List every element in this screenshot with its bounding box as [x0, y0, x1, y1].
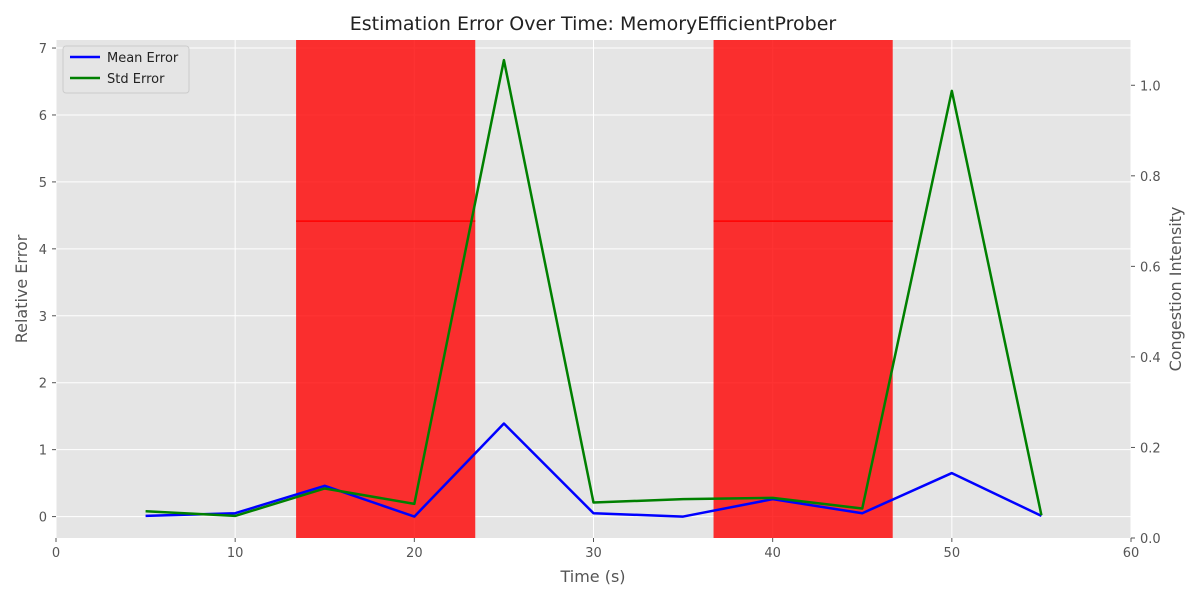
- x-axis-label: Time (s): [559, 567, 625, 586]
- x-tick-label: 40: [764, 546, 781, 561]
- x-tick-label: 50: [944, 546, 961, 561]
- legend: Mean Error Std Error: [62, 45, 190, 94]
- congestion-band: [296, 40, 476, 538]
- congestion-band: [713, 40, 893, 538]
- y2-tick-label: 1.0: [1140, 79, 1161, 94]
- y2-tick-label: 0.8: [1140, 170, 1161, 185]
- series-lines: [145, 58, 1043, 518]
- legend-label-mean-error: Mean Error: [107, 51, 179, 66]
- x-tick-label: 30: [585, 546, 602, 561]
- y-tick-label: 3: [39, 310, 47, 325]
- congestion-bands: [296, 40, 893, 538]
- y-tick-label: 7: [39, 42, 47, 57]
- y-tick-label: 6: [39, 109, 47, 124]
- y-axis-label: Relative Error: [12, 234, 31, 343]
- y2-axis-label: Congestion Intensity: [1166, 207, 1185, 372]
- x-tick-label: 0: [52, 546, 60, 561]
- series-line-mean-error: [145, 422, 1042, 518]
- y-tick-label: 0: [39, 511, 47, 526]
- chart-title: Estimation Error Over Time: MemoryEffici…: [350, 13, 837, 35]
- y2-tick-label: 0.6: [1140, 260, 1161, 275]
- y2-tick-label: 0.0: [1140, 532, 1161, 547]
- y2-tick-label: 0.2: [1140, 441, 1161, 456]
- series-line-std-error: [145, 58, 1043, 518]
- y2-axis-ticks: 0.0 0.2 0.4 0.6 0.8 1.0: [1131, 79, 1161, 547]
- x-tick-label: 60: [1123, 546, 1140, 561]
- y-tick-label: 5: [39, 176, 47, 191]
- legend-label-std-error: Std Error: [107, 72, 165, 87]
- y2-tick-label: 0.4: [1140, 351, 1161, 366]
- x-axis-ticks: 0 10 20 30 40 50 60: [52, 538, 1139, 561]
- x-tick-label: 20: [406, 546, 423, 561]
- x-tick-label: 10: [227, 546, 244, 561]
- y-axis-ticks: 0 1 2 3 4 5 6 7: [39, 42, 56, 526]
- y-tick-label: 1: [39, 444, 47, 459]
- y-tick-label: 2: [39, 377, 47, 392]
- y-tick-label: 4: [39, 243, 47, 258]
